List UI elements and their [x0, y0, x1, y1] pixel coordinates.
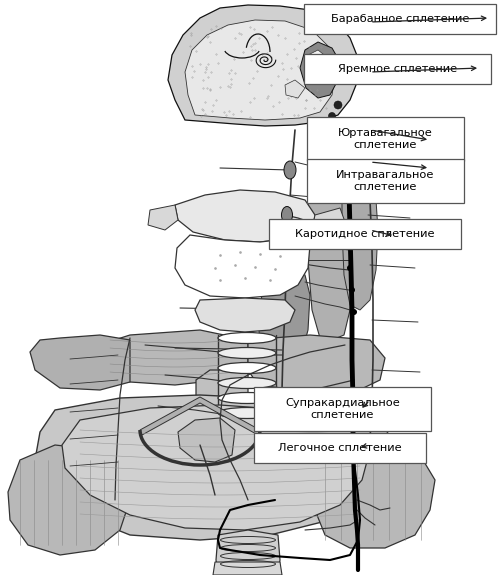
Text: Супракардиальное
сплетение: Супракардиальное сплетение	[285, 398, 400, 420]
Ellipse shape	[279, 254, 289, 270]
Circle shape	[346, 194, 352, 201]
Ellipse shape	[282, 206, 292, 224]
Ellipse shape	[218, 362, 276, 374]
Text: Легочное сплетение: Легочное сплетение	[278, 443, 402, 453]
Polygon shape	[35, 395, 395, 540]
Polygon shape	[178, 418, 235, 462]
Ellipse shape	[218, 347, 276, 358]
Polygon shape	[308, 50, 328, 68]
Polygon shape	[213, 562, 282, 575]
Polygon shape	[248, 335, 385, 395]
FancyBboxPatch shape	[304, 54, 491, 84]
Circle shape	[328, 113, 336, 120]
Circle shape	[351, 309, 357, 315]
Polygon shape	[140, 397, 260, 435]
Polygon shape	[258, 270, 310, 370]
Text: Каротидное сплетение: Каротидное сплетение	[295, 229, 435, 239]
FancyBboxPatch shape	[254, 387, 431, 431]
Polygon shape	[8, 445, 130, 555]
Polygon shape	[312, 208, 345, 232]
FancyBboxPatch shape	[254, 433, 426, 463]
Circle shape	[337, 122, 343, 128]
Polygon shape	[62, 405, 370, 530]
Circle shape	[344, 144, 352, 151]
Ellipse shape	[284, 161, 296, 179]
Ellipse shape	[218, 378, 276, 389]
Polygon shape	[315, 445, 435, 548]
Circle shape	[334, 101, 342, 109]
FancyBboxPatch shape	[307, 117, 464, 161]
Polygon shape	[342, 120, 378, 310]
FancyBboxPatch shape	[304, 4, 496, 34]
Polygon shape	[196, 370, 248, 475]
Polygon shape	[195, 298, 295, 332]
Text: Барабанное сплетение: Барабанное сплетение	[331, 14, 469, 24]
Ellipse shape	[278, 302, 288, 317]
Polygon shape	[168, 5, 358, 126]
FancyBboxPatch shape	[307, 159, 464, 203]
Polygon shape	[285, 80, 305, 98]
Polygon shape	[308, 120, 352, 340]
Polygon shape	[30, 335, 130, 390]
Polygon shape	[100, 330, 248, 385]
Polygon shape	[175, 190, 315, 242]
Polygon shape	[300, 42, 340, 98]
Circle shape	[344, 164, 352, 171]
Circle shape	[347, 265, 353, 271]
FancyBboxPatch shape	[269, 219, 461, 249]
Text: Яремное сплетение: Яремное сплетение	[338, 64, 457, 74]
Polygon shape	[216, 530, 280, 575]
Ellipse shape	[218, 408, 276, 419]
Polygon shape	[185, 20, 336, 120]
Text: Интравагальное
сплетение: Интравагальное сплетение	[336, 170, 434, 192]
Text: Юртавагальное
сплетение: Юртавагальное сплетение	[338, 128, 433, 150]
Ellipse shape	[218, 393, 276, 404]
Polygon shape	[148, 205, 178, 230]
Circle shape	[349, 287, 355, 293]
Ellipse shape	[218, 332, 276, 343]
Polygon shape	[175, 235, 310, 298]
